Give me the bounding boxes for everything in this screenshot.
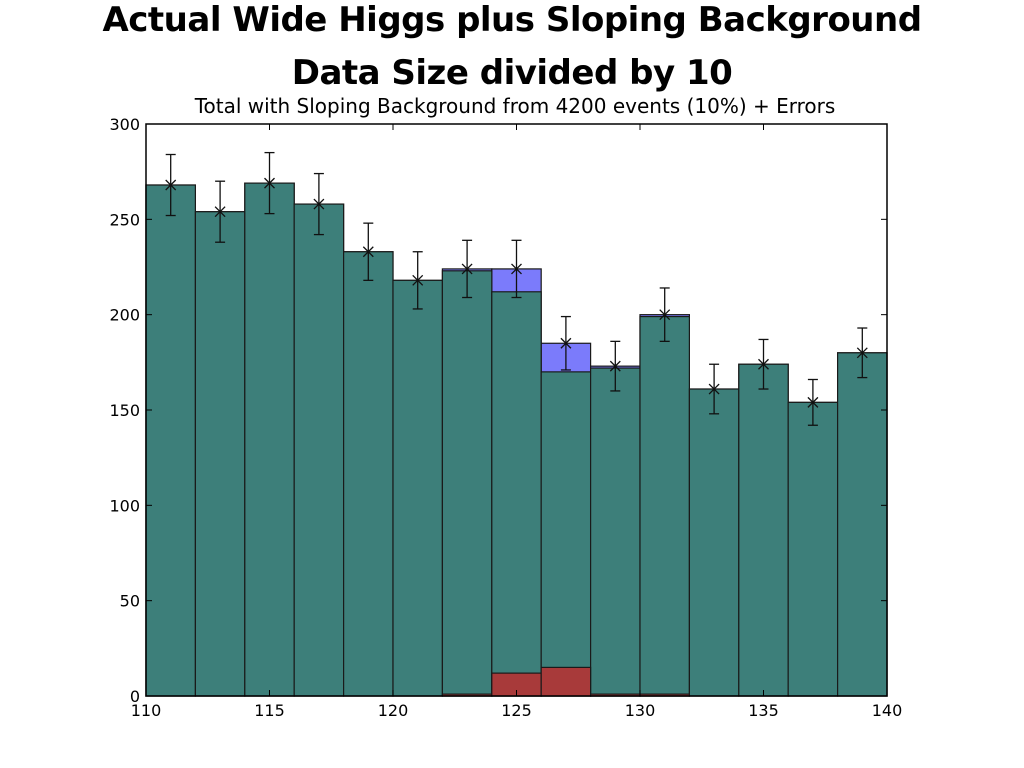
y-tick-label: 50 — [120, 592, 140, 611]
background-bar — [589, 367, 641, 697]
error-bar — [362, 222, 374, 281]
background-bar — [787, 401, 839, 697]
background-bar — [738, 363, 789, 697]
x-tick-label: 130 — [625, 701, 656, 720]
background-bars — [145, 182, 888, 697]
error-bar — [856, 327, 868, 379]
background-bar — [343, 251, 394, 697]
plot-title: Total with Sloping Background from 4200 … — [194, 94, 836, 118]
error-bar — [609, 340, 621, 392]
y-tick-label: 200 — [109, 306, 140, 325]
error-bar — [461, 239, 473, 299]
y-tick-label: 0 — [130, 687, 140, 706]
background-bar — [441, 270, 493, 697]
background-bar — [836, 352, 888, 697]
signal-bars — [441, 666, 691, 697]
background-bar — [244, 182, 295, 697]
x-tick-label: 115 — [254, 701, 285, 720]
slide-title-line-1: Actual Wide Higgs plus Sloping Backgroun… — [102, 0, 922, 40]
y-tick-label: 250 — [109, 210, 140, 229]
axes: 110 115 120 125 130 135 140 0 50 100 150 200 250 300 — [109, 115, 902, 720]
x-tick-label: 110 — [131, 701, 162, 720]
error-bar — [560, 315, 572, 371]
error-bar — [412, 251, 424, 310]
signal-bar — [540, 666, 592, 697]
y-tick-label: 300 — [109, 115, 140, 134]
error-bar — [708, 363, 720, 415]
background-bar — [145, 184, 197, 697]
x-tick-label: 120 — [378, 701, 409, 720]
error-bars — [165, 151, 868, 426]
background-bar — [392, 279, 444, 697]
background-bar — [688, 388, 740, 697]
background-bar — [293, 203, 345, 697]
error-bar — [264, 151, 275, 215]
background-bar — [194, 211, 246, 697]
error-bar — [214, 180, 226, 243]
background-bar — [491, 291, 542, 697]
error-bar — [659, 287, 671, 343]
error-bar — [313, 172, 325, 236]
error-bar — [807, 378, 819, 426]
x-tick-label: 140 — [872, 701, 903, 720]
x-tick-label: 125 — [501, 701, 532, 720]
y-tick-label: 100 — [109, 496, 140, 515]
x-tick-label: 135 — [748, 701, 779, 720]
slide-title-line-2: Data Size divided by 10 — [291, 53, 733, 93]
error-bar — [165, 153, 177, 217]
y-tick-label: 150 — [109, 401, 140, 420]
background-bar — [540, 371, 592, 697]
error-bar — [758, 338, 769, 390]
error-bar — [511, 239, 522, 299]
background-bar — [639, 315, 691, 697]
